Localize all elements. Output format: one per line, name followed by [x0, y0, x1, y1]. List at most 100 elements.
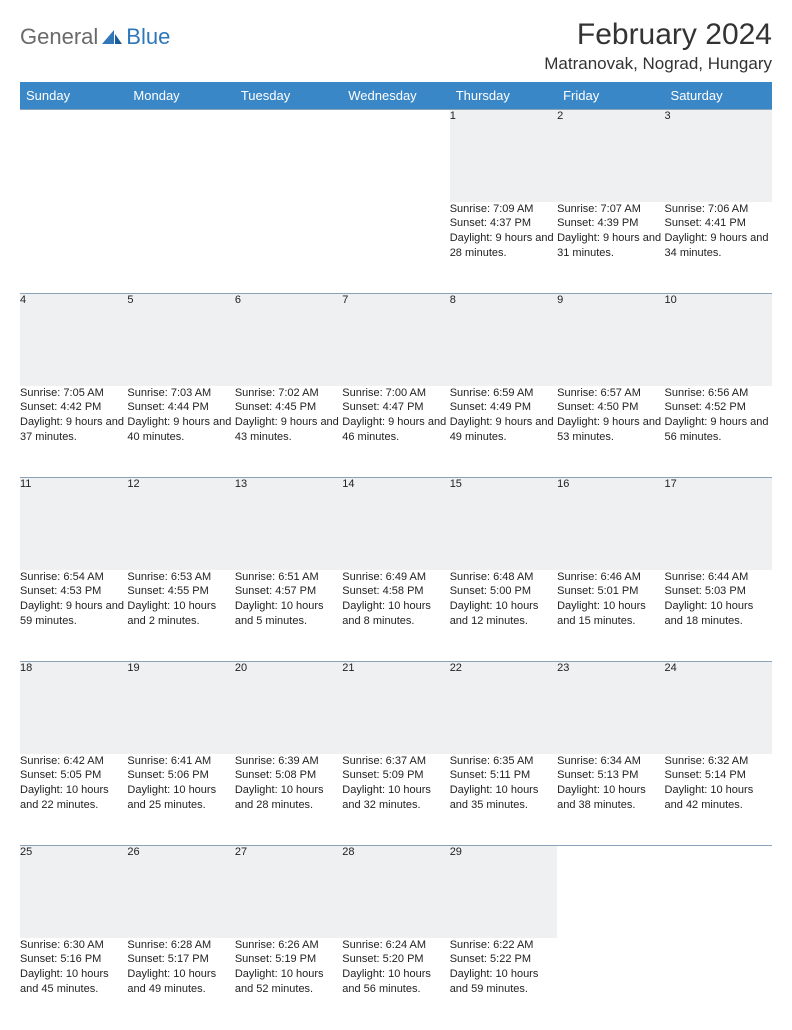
day-number: 27	[235, 846, 342, 938]
sun-info-line: Daylight: 10 hours and 18 minutes.	[665, 599, 772, 629]
day-number: 19	[127, 662, 234, 754]
sun-info-line: Sunset: 5:17 PM	[127, 952, 234, 967]
day-number: 14	[342, 478, 449, 570]
sun-info-line: Daylight: 10 hours and 38 minutes.	[557, 783, 664, 813]
sun-info-line: Daylight: 9 hours and 46 minutes.	[342, 415, 449, 445]
sun-info-line: Sunset: 4:57 PM	[235, 584, 342, 599]
sun-info-line: Sunrise: 6:28 AM	[127, 938, 234, 953]
sun-info-line: Sunrise: 6:22 AM	[450, 938, 557, 953]
sun-info-line: Sunset: 4:47 PM	[342, 400, 449, 415]
calendar-table: Sunday Monday Tuesday Wednesday Thursday…	[20, 82, 772, 1030]
day-number-row: 123	[20, 110, 772, 202]
day-number	[20, 110, 127, 202]
day-cell: Sunrise: 6:59 AMSunset: 4:49 PMDaylight:…	[450, 386, 557, 478]
day-number: 8	[450, 294, 557, 386]
day-number: 17	[665, 478, 772, 570]
sun-info-line: Daylight: 10 hours and 2 minutes.	[127, 599, 234, 629]
day-cell: Sunrise: 6:54 AMSunset: 4:53 PMDaylight:…	[20, 570, 127, 662]
sun-info-line: Sunset: 5:19 PM	[235, 952, 342, 967]
sun-info-line: Sunset: 4:44 PM	[127, 400, 234, 415]
month-title: February 2024	[544, 18, 772, 52]
sun-info-line: Daylight: 10 hours and 35 minutes.	[450, 783, 557, 813]
sun-info-line: Sunrise: 7:05 AM	[20, 386, 127, 401]
sun-info-line: Daylight: 9 hours and 37 minutes.	[20, 415, 127, 445]
day-number: 6	[235, 294, 342, 386]
sun-info-line: Sunset: 4:41 PM	[665, 216, 772, 231]
sun-info-line: Daylight: 9 hours and 31 minutes.	[557, 231, 664, 261]
day-cell: Sunrise: 7:00 AMSunset: 4:47 PMDaylight:…	[342, 386, 449, 478]
day-cell: Sunrise: 6:49 AMSunset: 4:58 PMDaylight:…	[342, 570, 449, 662]
sun-info-line: Sunrise: 7:00 AM	[342, 386, 449, 401]
day-cell: Sunrise: 6:53 AMSunset: 4:55 PMDaylight:…	[127, 570, 234, 662]
sun-info-line: Sunset: 5:01 PM	[557, 584, 664, 599]
sun-info-line: Sunrise: 6:24 AM	[342, 938, 449, 953]
day-number: 9	[557, 294, 664, 386]
sun-info-line: Sunset: 4:39 PM	[557, 216, 664, 231]
sun-info-line: Sunset: 5:14 PM	[665, 768, 772, 783]
day-number: 24	[665, 662, 772, 754]
day-number: 21	[342, 662, 449, 754]
day-number: 15	[450, 478, 557, 570]
sun-info-line: Sunrise: 6:57 AM	[557, 386, 664, 401]
sun-info-line: Sunset: 4:53 PM	[20, 584, 127, 599]
sun-info-line: Sunset: 4:45 PM	[235, 400, 342, 415]
sun-info-line: Sunrise: 6:56 AM	[665, 386, 772, 401]
day-cell	[127, 202, 234, 294]
day-number: 18	[20, 662, 127, 754]
sun-info-line: Daylight: 9 hours and 34 minutes.	[665, 231, 772, 261]
day-content-row: Sunrise: 6:30 AMSunset: 5:16 PMDaylight:…	[20, 938, 772, 1030]
sun-info-line: Daylight: 10 hours and 5 minutes.	[235, 599, 342, 629]
sun-info-line: Sunrise: 6:41 AM	[127, 754, 234, 769]
sun-info-line: Sunset: 5:05 PM	[20, 768, 127, 783]
day-cell: Sunrise: 7:07 AMSunset: 4:39 PMDaylight:…	[557, 202, 664, 294]
day-number: 25	[20, 846, 127, 938]
sun-info-line: Sunrise: 7:02 AM	[235, 386, 342, 401]
day-number: 20	[235, 662, 342, 754]
sun-info-line: Sunrise: 6:42 AM	[20, 754, 127, 769]
sun-info-line: Sunset: 4:58 PM	[342, 584, 449, 599]
logo: General Blue	[20, 18, 170, 50]
day-number-row: 11121314151617	[20, 478, 772, 570]
logo-text-blue: Blue	[126, 24, 170, 50]
sun-info-line: Daylight: 10 hours and 52 minutes.	[235, 967, 342, 997]
sun-info-line: Sunset: 5:06 PM	[127, 768, 234, 783]
day-cell: Sunrise: 6:41 AMSunset: 5:06 PMDaylight:…	[127, 754, 234, 846]
sun-info-line: Sunrise: 7:03 AM	[127, 386, 234, 401]
day-cell: Sunrise: 6:42 AMSunset: 5:05 PMDaylight:…	[20, 754, 127, 846]
weekday-header: Monday	[127, 82, 234, 110]
day-cell: Sunrise: 6:34 AMSunset: 5:13 PMDaylight:…	[557, 754, 664, 846]
sun-info-line: Sunset: 5:20 PM	[342, 952, 449, 967]
day-cell: Sunrise: 6:30 AMSunset: 5:16 PMDaylight:…	[20, 938, 127, 1030]
day-cell: Sunrise: 6:56 AMSunset: 4:52 PMDaylight:…	[665, 386, 772, 478]
day-number-row: 18192021222324	[20, 662, 772, 754]
sun-info-line: Sunset: 4:42 PM	[20, 400, 127, 415]
day-number: 22	[450, 662, 557, 754]
location: Matranovak, Nograd, Hungary	[544, 54, 772, 74]
day-number: 13	[235, 478, 342, 570]
day-number: 4	[20, 294, 127, 386]
sun-info-line: Sunrise: 6:39 AM	[235, 754, 342, 769]
sun-info-line: Daylight: 10 hours and 15 minutes.	[557, 599, 664, 629]
day-number	[235, 110, 342, 202]
day-cell: Sunrise: 6:51 AMSunset: 4:57 PMDaylight:…	[235, 570, 342, 662]
sun-info-line: Daylight: 9 hours and 56 minutes.	[665, 415, 772, 445]
day-cell: Sunrise: 6:26 AMSunset: 5:19 PMDaylight:…	[235, 938, 342, 1030]
weekday-header: Wednesday	[342, 82, 449, 110]
sun-info-line: Sunrise: 7:09 AM	[450, 202, 557, 217]
logo-sail-icon	[100, 28, 124, 46]
day-cell: Sunrise: 7:02 AMSunset: 4:45 PMDaylight:…	[235, 386, 342, 478]
day-number: 12	[127, 478, 234, 570]
day-number: 1	[450, 110, 557, 202]
sun-info-line: Daylight: 10 hours and 45 minutes.	[20, 967, 127, 997]
day-cell: Sunrise: 6:28 AMSunset: 5:17 PMDaylight:…	[127, 938, 234, 1030]
day-number: 29	[450, 846, 557, 938]
weekday-header: Sunday	[20, 82, 127, 110]
day-cell: Sunrise: 7:05 AMSunset: 4:42 PMDaylight:…	[20, 386, 127, 478]
sun-info-line: Daylight: 10 hours and 49 minutes.	[127, 967, 234, 997]
sun-info-line: Sunset: 5:03 PM	[665, 584, 772, 599]
weekday-header: Thursday	[450, 82, 557, 110]
sun-info-line: Sunset: 5:09 PM	[342, 768, 449, 783]
day-number: 28	[342, 846, 449, 938]
sun-info-line: Daylight: 9 hours and 40 minutes.	[127, 415, 234, 445]
sun-info-line: Sunset: 4:50 PM	[557, 400, 664, 415]
